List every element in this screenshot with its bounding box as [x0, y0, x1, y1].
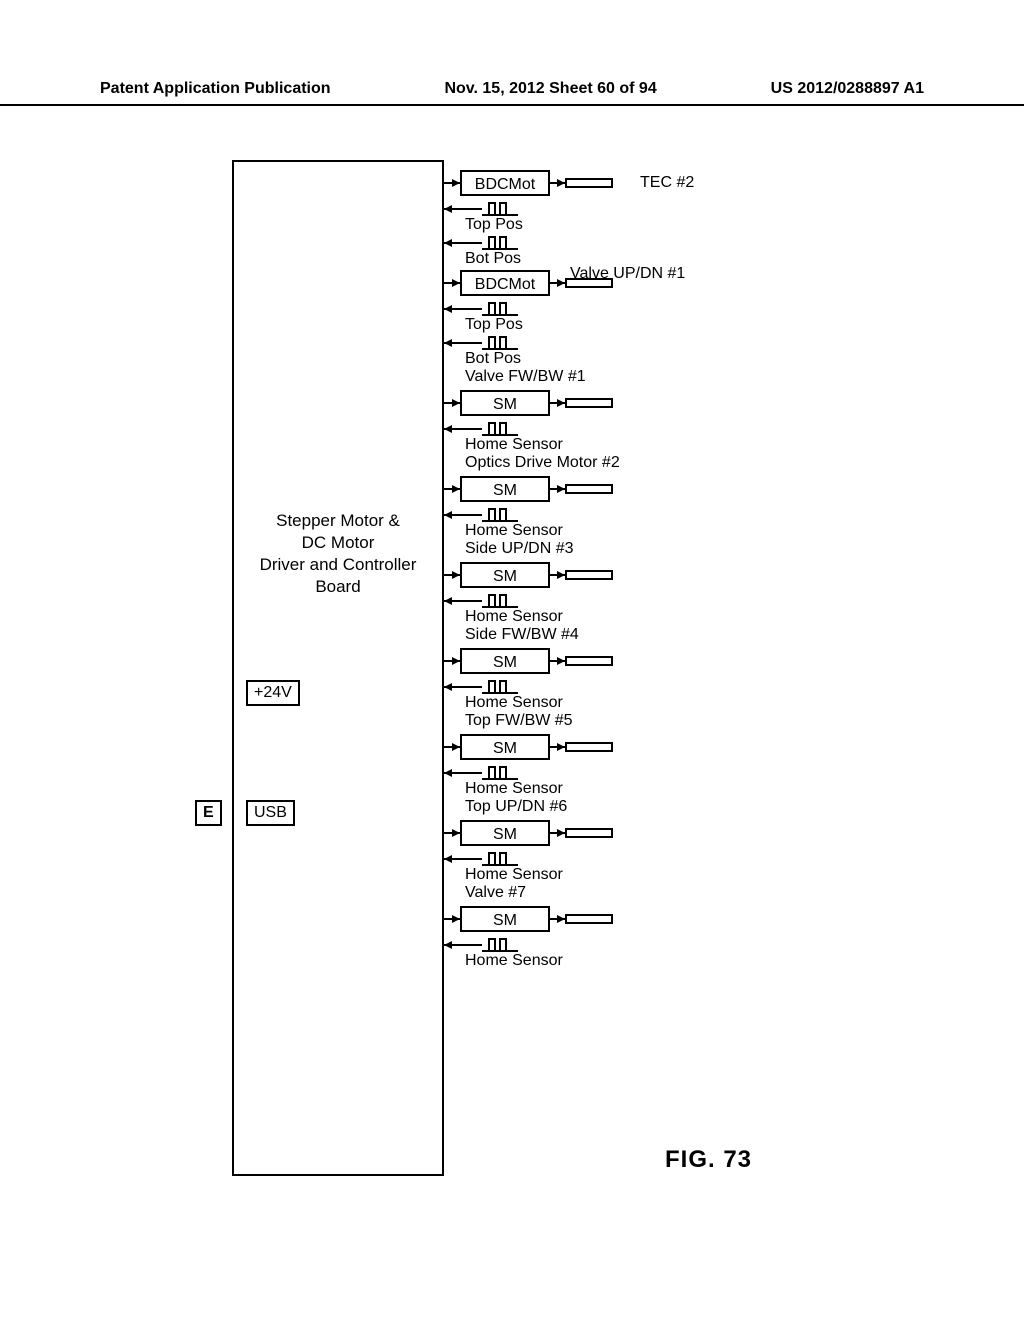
- bdcmot-box: BDCMot: [460, 170, 550, 196]
- group-label: Top FW/BW #5: [465, 712, 573, 730]
- e-label: E: [203, 804, 214, 821]
- connector-stub: [565, 828, 613, 838]
- controller-box: [232, 160, 444, 1176]
- sensor-label: Home Sensor: [465, 866, 563, 884]
- controller-title: Stepper Motor & DC Motor Driver and Cont…: [250, 510, 426, 598]
- sm-box: SM: [460, 562, 550, 588]
- sensor-pins: [488, 938, 507, 950]
- connector-stub: [565, 914, 613, 924]
- group-label: Side UP/DN #3: [465, 540, 574, 558]
- sensor-label: Home Sensor: [465, 952, 563, 970]
- sensor-pins: [488, 336, 507, 348]
- voltage-box: +24V: [246, 680, 300, 706]
- sensor-pins: [488, 422, 507, 434]
- group-label: Valve #7: [465, 884, 526, 902]
- usb-box: USB: [246, 800, 295, 826]
- sensor-label: Bot Pos: [465, 250, 521, 268]
- sm-box: SM: [460, 734, 550, 760]
- header-center: Nov. 15, 2012 Sheet 60 of 94: [444, 80, 656, 98]
- sm-box: SM: [460, 476, 550, 502]
- page: Patent Application Publication Nov. 15, …: [0, 0, 1024, 1320]
- group-label: Side FW/BW #4: [465, 626, 579, 644]
- title-line1: Stepper Motor &: [276, 511, 400, 530]
- voltage-label: +24V: [254, 684, 292, 701]
- sensor-pins: [488, 236, 507, 248]
- title-line2: DC Motor: [302, 533, 375, 552]
- e-box: E: [195, 800, 222, 826]
- sensor-pins: [488, 852, 507, 864]
- header-right: US 2012/0288897 A1: [771, 80, 924, 98]
- connector-stub: [565, 484, 613, 494]
- sensor-pins: [488, 680, 507, 692]
- header-left: Patent Application Publication: [100, 80, 331, 98]
- sm-box: SM: [460, 820, 550, 846]
- header: Patent Application Publication Nov. 15, …: [0, 80, 1024, 106]
- usb-label: USB: [254, 804, 287, 821]
- sensor-label: Home Sensor: [465, 436, 563, 454]
- figure-label: FIG. 73: [665, 1146, 752, 1174]
- sm-box: SM: [460, 648, 550, 674]
- sensor-pins: [488, 202, 507, 214]
- sensor-label: Home Sensor: [465, 780, 563, 798]
- connector-stub: [565, 278, 613, 288]
- sensor-pins: [488, 766, 507, 778]
- sensor-label: Top Pos: [465, 316, 523, 334]
- sensor-label: Home Sensor: [465, 608, 563, 626]
- sensor-pins: [488, 508, 507, 520]
- connector-stub: [565, 398, 613, 408]
- title-line4: Board: [315, 577, 360, 596]
- connector-stub: [565, 656, 613, 666]
- group-label: Valve FW/BW #1: [465, 368, 586, 386]
- sm-box: SM: [460, 906, 550, 932]
- sm-box: SM: [460, 390, 550, 416]
- tec2-label: TEC #2: [640, 174, 694, 192]
- sensor-pins: [488, 302, 507, 314]
- title-line3: Driver and Controller: [260, 555, 417, 574]
- connector-stub: [565, 178, 613, 188]
- sensor-label: Top Pos: [465, 216, 523, 234]
- sensor-label: Bot Pos: [465, 350, 521, 368]
- sensor-label: Home Sensor: [465, 522, 563, 540]
- connector-stub: [565, 742, 613, 752]
- bdcmot-box: BDCMot: [460, 270, 550, 296]
- group-label: Optics Drive Motor #2: [465, 454, 620, 472]
- connector-stub: [565, 570, 613, 580]
- group-label: Top UP/DN #6: [465, 798, 567, 816]
- sensor-pins: [488, 594, 507, 606]
- sensor-label: Home Sensor: [465, 694, 563, 712]
